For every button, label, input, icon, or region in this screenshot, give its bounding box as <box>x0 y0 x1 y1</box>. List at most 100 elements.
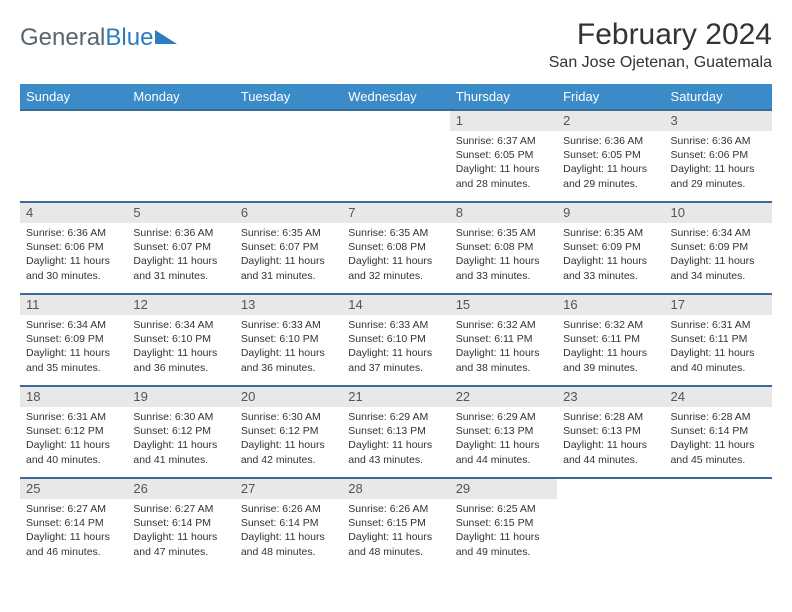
sunrise-text: Sunrise: 6:33 AM <box>348 318 443 332</box>
weekday-header: Monday <box>127 84 234 110</box>
daylight-text: Daylight: 11 hours and 40 minutes. <box>671 346 766 374</box>
daylight-text: Daylight: 11 hours and 36 minutes. <box>241 346 336 374</box>
sunrise-text: Sunrise: 6:35 AM <box>563 226 658 240</box>
sunset-text: Sunset: 6:14 PM <box>26 516 121 530</box>
daylight-text: Daylight: 11 hours and 42 minutes. <box>241 438 336 466</box>
day-content: Sunrise: 6:35 AMSunset: 6:08 PMDaylight:… <box>342 223 449 289</box>
day-content: Sunrise: 6:29 AMSunset: 6:13 PMDaylight:… <box>450 407 557 473</box>
sunrise-text: Sunrise: 6:36 AM <box>671 134 766 148</box>
day-content: Sunrise: 6:26 AMSunset: 6:14 PMDaylight:… <box>235 499 342 565</box>
day-content: Sunrise: 6:32 AMSunset: 6:11 PMDaylight:… <box>557 315 664 381</box>
calendar-day-cell: 14 Sunrise: 6:33 AMSunset: 6:10 PMDayligh… <box>342 294 449 386</box>
day-number <box>235 111 342 131</box>
day-content: Sunrise: 6:36 AMSunset: 6:05 PMDaylight:… <box>557 131 664 197</box>
day-number <box>127 111 234 131</box>
day-content: Sunrise: 6:27 AMSunset: 6:14 PMDaylight:… <box>20 499 127 565</box>
weekday-header: Thursday <box>450 84 557 110</box>
day-content: Sunrise: 6:28 AMSunset: 6:13 PMDaylight:… <box>557 407 664 473</box>
sunrise-text: Sunrise: 6:36 AM <box>26 226 121 240</box>
sunrise-text: Sunrise: 6:29 AM <box>348 410 443 424</box>
calendar-day-cell: 4Sunrise: 6:36 AMSunset: 6:06 PMDaylight… <box>20 202 127 294</box>
sunset-text: Sunset: 6:13 PM <box>456 424 551 438</box>
day-number: 23 <box>557 387 664 407</box>
day-number: 6 <box>235 203 342 223</box>
calendar-day-cell: 21Sunrise: 6:29 AMSunset: 6:13 PMDayligh… <box>342 386 449 478</box>
sunset-text: Sunset: 6:05 PM <box>563 148 658 162</box>
day-number: 29 <box>450 479 557 499</box>
sunrise-text: Sunrise: 6:35 AM <box>348 226 443 240</box>
sunrise-text: Sunrise: 6:31 AM <box>671 318 766 332</box>
day-number: 21 <box>342 387 449 407</box>
sunset-text: Sunset: 6:12 PM <box>26 424 121 438</box>
calendar-day-cell: 27Sunrise: 6:26 AMSunset: 6:14 PMDayligh… <box>235 478 342 570</box>
calendar-day-cell: 20Sunrise: 6:30 AMSunset: 6:12 PMDayligh… <box>235 386 342 478</box>
day-content: Sunrise: 6:34 AMSunset: 6:09 PMDaylight:… <box>665 223 772 289</box>
weekday-header: Wednesday <box>342 84 449 110</box>
day-number: 3 <box>665 111 772 131</box>
weekday-header: Sunday <box>20 84 127 110</box>
day-number: 22 <box>450 387 557 407</box>
day-number: 5 <box>127 203 234 223</box>
sunset-text: Sunset: 6:11 PM <box>671 332 766 346</box>
daylight-text: Daylight: 11 hours and 29 minutes. <box>671 162 766 190</box>
sunrise-text: Sunrise: 6:26 AM <box>241 502 336 516</box>
sunrise-text: Sunrise: 6:27 AM <box>26 502 121 516</box>
day-number: 28 <box>342 479 449 499</box>
daylight-text: Daylight: 11 hours and 31 minutes. <box>241 254 336 282</box>
daylight-text: Daylight: 11 hours and 48 minutes. <box>348 530 443 558</box>
sunrise-text: Sunrise: 6:37 AM <box>456 134 551 148</box>
calendar-day-cell: 10Sunrise: 6:34 AMSunset: 6:09 PMDayligh… <box>665 202 772 294</box>
sunset-text: Sunset: 6:07 PM <box>133 240 228 254</box>
calendar-day-cell: 28Sunrise: 6:26 AMSunset: 6:15 PMDayligh… <box>342 478 449 570</box>
daylight-text: Daylight: 11 hours and 37 minutes. <box>348 346 443 374</box>
calendar-day-cell: 17Sunrise: 6:31 AMSunset: 6:11 PMDayligh… <box>665 294 772 386</box>
sunrise-text: Sunrise: 6:30 AM <box>241 410 336 424</box>
sunset-text: Sunset: 6:10 PM <box>348 332 443 346</box>
calendar-day-cell: 11Sunrise: 6:34 AMSunset: 6:09 PMDayligh… <box>20 294 127 386</box>
day-number: 13 <box>235 295 342 315</box>
sunset-text: Sunset: 6:10 PM <box>241 332 336 346</box>
daylight-text: Daylight: 11 hours and 44 minutes. <box>456 438 551 466</box>
day-content: Sunrise: 6:28 AMSunset: 6:14 PMDaylight:… <box>665 407 772 473</box>
day-number: 24 <box>665 387 772 407</box>
sunrise-text: Sunrise: 6:33 AM <box>241 318 336 332</box>
day-number: 1 <box>450 111 557 131</box>
day-number <box>557 479 664 499</box>
logo-text-part2: Blue <box>105 24 153 52</box>
sunset-text: Sunset: 6:08 PM <box>456 240 551 254</box>
day-content: Sunrise: 6:31 AMSunset: 6:12 PMDaylight:… <box>20 407 127 473</box>
day-number: 16 <box>557 295 664 315</box>
daylight-text: Daylight: 11 hours and 41 minutes. <box>133 438 228 466</box>
weekday-header-row: SundayMondayTuesdayWednesdayThursdayFrid… <box>20 84 772 110</box>
sunrise-text: Sunrise: 6:34 AM <box>26 318 121 332</box>
day-number: 14 <box>342 295 449 315</box>
sunset-text: Sunset: 6:11 PM <box>563 332 658 346</box>
day-number: 8 <box>450 203 557 223</box>
day-number: 18 <box>20 387 127 407</box>
calendar-day-cell: 23Sunrise: 6:28 AMSunset: 6:13 PMDayligh… <box>557 386 664 478</box>
sunset-text: Sunset: 6:15 PM <box>348 516 443 530</box>
title-block: February 2024 San Jose Ojetenan, Guatema… <box>549 18 772 72</box>
daylight-text: Daylight: 11 hours and 39 minutes. <box>563 346 658 374</box>
day-content: Sunrise: 6:30 AMSunset: 6:12 PMDaylight:… <box>127 407 234 473</box>
calendar-week-row: 11Sunrise: 6:34 AMSunset: 6:09 PMDayligh… <box>20 294 772 386</box>
day-number <box>342 111 449 131</box>
calendar-week-row: 4Sunrise: 6:36 AMSunset: 6:06 PMDaylight… <box>20 202 772 294</box>
sunset-text: Sunset: 6:13 PM <box>348 424 443 438</box>
sunrise-text: Sunrise: 6:28 AM <box>563 410 658 424</box>
sunset-text: Sunset: 6:05 PM <box>456 148 551 162</box>
sunset-text: Sunset: 6:09 PM <box>563 240 658 254</box>
calendar-day-cell: 29Sunrise: 6:25 AMSunset: 6:15 PMDayligh… <box>450 478 557 570</box>
day-number: 11 <box>20 295 127 315</box>
sunrise-text: Sunrise: 6:28 AM <box>671 410 766 424</box>
day-number: 2 <box>557 111 664 131</box>
sunrise-text: Sunrise: 6:36 AM <box>563 134 658 148</box>
calendar-day-cell: 25Sunrise: 6:27 AMSunset: 6:14 PMDayligh… <box>20 478 127 570</box>
day-number <box>665 479 772 499</box>
weekday-header: Friday <box>557 84 664 110</box>
daylight-text: Daylight: 11 hours and 29 minutes. <box>563 162 658 190</box>
daylight-text: Daylight: 11 hours and 48 minutes. <box>241 530 336 558</box>
calendar-day-cell: 22Sunrise: 6:29 AMSunset: 6:13 PMDayligh… <box>450 386 557 478</box>
day-content: Sunrise: 6:27 AMSunset: 6:14 PMDaylight:… <box>127 499 234 565</box>
sunrise-text: Sunrise: 6:36 AM <box>133 226 228 240</box>
